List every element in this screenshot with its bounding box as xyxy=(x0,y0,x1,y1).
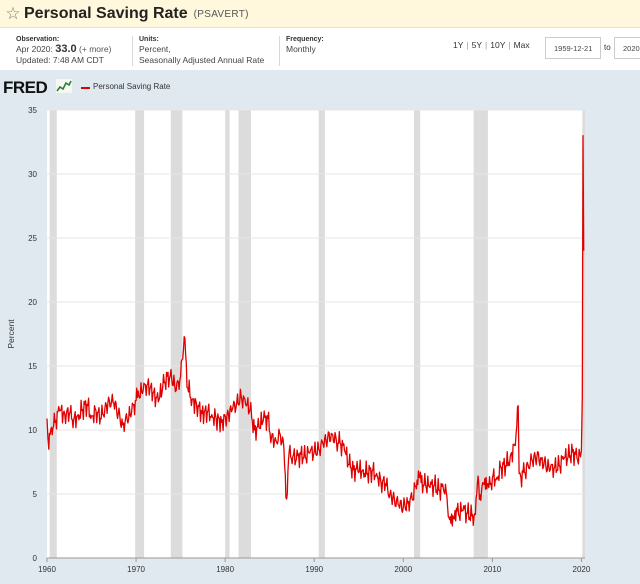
y-tick-label: 10 xyxy=(28,426,37,435)
start-date-input[interactable] xyxy=(545,37,601,59)
recession-band xyxy=(473,110,488,558)
series-info-row: Observation: Apr 2020: 33.0 (+ more) Upd… xyxy=(0,28,640,70)
observation-value: 33.0 xyxy=(55,43,77,55)
info-divider xyxy=(132,36,133,66)
chart-panel: 0 5 10 15 20 25 30 35 1960 1970 1980 1990 2000 2010 20… xyxy=(0,70,640,584)
fred-trend-icon xyxy=(56,79,72,93)
series-line-personal-saving-rate xyxy=(46,134,585,527)
info-divider xyxy=(279,36,280,66)
y-tick-label: 30 xyxy=(28,170,37,179)
range-button-1y[interactable]: 1Y xyxy=(453,40,464,50)
range-separator: | xyxy=(466,40,469,50)
x-tick-label: 1980 xyxy=(216,565,234,574)
frequency-label: Frequency: xyxy=(286,36,324,43)
legend-swatch xyxy=(81,87,90,89)
saving-rate-chart: 0 5 10 15 20 25 30 35 1960 1970 1980 1990 2000 2010 20… xyxy=(6,106,591,574)
star-outline-icon[interactable]: ☆ xyxy=(5,3,21,23)
y-tick-label: 15 xyxy=(28,362,37,371)
y-tick-label: 20 xyxy=(28,298,37,307)
frequency-block: Frequency: Monthly xyxy=(286,35,324,55)
x-tick-label: 2020 xyxy=(573,565,591,574)
x-tick-label: 2010 xyxy=(483,565,501,574)
range-separator: | xyxy=(508,40,511,50)
recession-band xyxy=(582,110,585,558)
units-label: Units: xyxy=(139,36,159,43)
range-separator: | xyxy=(485,40,488,50)
fred-logo[interactable]: FRED xyxy=(3,78,48,97)
range-button-5y[interactable]: 5Y xyxy=(471,40,483,50)
date-range-buttons: 1Y | 5Y | 10Y | Max xyxy=(453,40,530,50)
units-block: Units: Percent, Seasonally Adjusted Annu… xyxy=(139,35,264,66)
recession-band xyxy=(413,110,421,558)
observation-label: Observation: xyxy=(16,36,60,43)
legend-label: Personal Saving Rate xyxy=(93,82,171,91)
series-title: Personal Saving Rate xyxy=(24,4,188,22)
y-tick-label: 0 xyxy=(33,554,38,563)
y-tick-label: 25 xyxy=(28,234,37,243)
end-date-input[interactable] xyxy=(614,37,640,59)
range-button-10y[interactable]: 10Y xyxy=(490,40,506,50)
x-tick-label: 1990 xyxy=(305,565,323,574)
date-to-label: to xyxy=(604,43,611,52)
observation-date: Apr 2020: xyxy=(16,44,53,54)
x-tick-label: 1960 xyxy=(38,565,56,574)
y-tick-label: 5 xyxy=(33,490,38,499)
frequency-value: Monthly xyxy=(286,44,316,54)
recession-band xyxy=(135,110,145,558)
more-observations-link[interactable]: (+ more) xyxy=(79,44,112,54)
recession-band xyxy=(318,110,325,558)
series-title-bar: ☆ Personal Saving Rate (PSAVERT) xyxy=(0,0,640,28)
series-id: (PSAVERT) xyxy=(193,9,249,20)
y-tick-label: 35 xyxy=(28,106,37,115)
units-line-1: Percent, xyxy=(139,44,171,54)
x-tick-label: 2000 xyxy=(394,565,412,574)
recession-band xyxy=(49,110,57,558)
units-line-2: Seasonally Adjusted Annual Rate xyxy=(139,55,265,65)
plot-area xyxy=(47,110,585,558)
recession-band xyxy=(170,110,183,558)
y-axis-title: Percent xyxy=(6,319,16,349)
updated-time: Updated: 7:48 AM CDT xyxy=(16,55,104,65)
recession-band xyxy=(225,110,230,558)
x-tick-label: 1970 xyxy=(127,565,145,574)
observation-block: Observation: Apr 2020: 33.0 (+ more) Upd… xyxy=(16,35,111,66)
recession-band xyxy=(238,110,251,558)
range-button-max[interactable]: Max xyxy=(513,40,530,50)
